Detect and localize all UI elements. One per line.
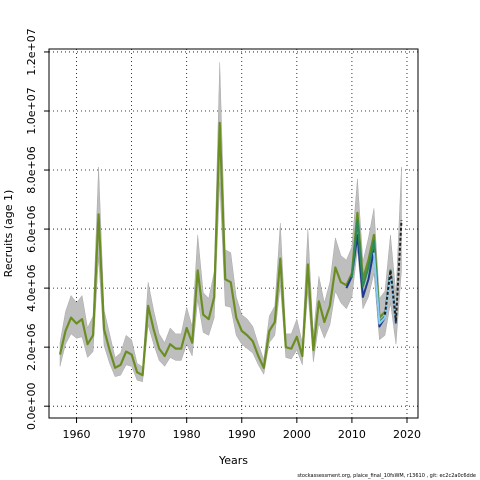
x-tick-label: 2010 xyxy=(338,428,366,441)
footer-credit: stockassessment.org, plaice_final_10fsWM… xyxy=(297,473,476,479)
series-line-5 xyxy=(383,220,403,322)
y-tick-label: 1.0e+07 xyxy=(25,87,38,134)
x-axis: 1960 1970 1980 1990 2000 2010 2020 xyxy=(63,418,421,441)
grid-lines xyxy=(49,49,418,418)
series-line-4 xyxy=(372,252,397,325)
confidence-band xyxy=(59,62,402,383)
x-axis-title: Years xyxy=(218,454,248,467)
x-tick-label: 2000 xyxy=(283,428,311,441)
x-tick-label: 1990 xyxy=(228,428,256,441)
y-tick-label: 1.2e+07 xyxy=(25,28,38,75)
y-tick-label: 2.0e+06 xyxy=(25,323,38,370)
series-lines xyxy=(58,121,403,377)
x-tick-label: 1970 xyxy=(118,428,146,441)
y-tick-label: 8.0e+06 xyxy=(25,146,38,193)
series-line-1 xyxy=(58,121,386,377)
y-tick-label: 4.0e+06 xyxy=(25,264,38,311)
y-axis: 0.0e+00 2.0e+06 4.0e+06 6.0e+06 8.0e+06 1.0e+… xyxy=(25,28,49,430)
y-tick-label: 6.0e+06 xyxy=(25,205,38,252)
x-tick-label: 1960 xyxy=(63,428,91,441)
y-tick-label: 0.0e+00 xyxy=(25,382,38,429)
x-tick-label: 2020 xyxy=(393,428,421,441)
x-tick-label: 1980 xyxy=(173,428,201,441)
plot-frame xyxy=(48,48,419,419)
y-axis-title: Recruits (age 1) xyxy=(2,190,15,278)
confidence-band-area xyxy=(59,62,402,383)
